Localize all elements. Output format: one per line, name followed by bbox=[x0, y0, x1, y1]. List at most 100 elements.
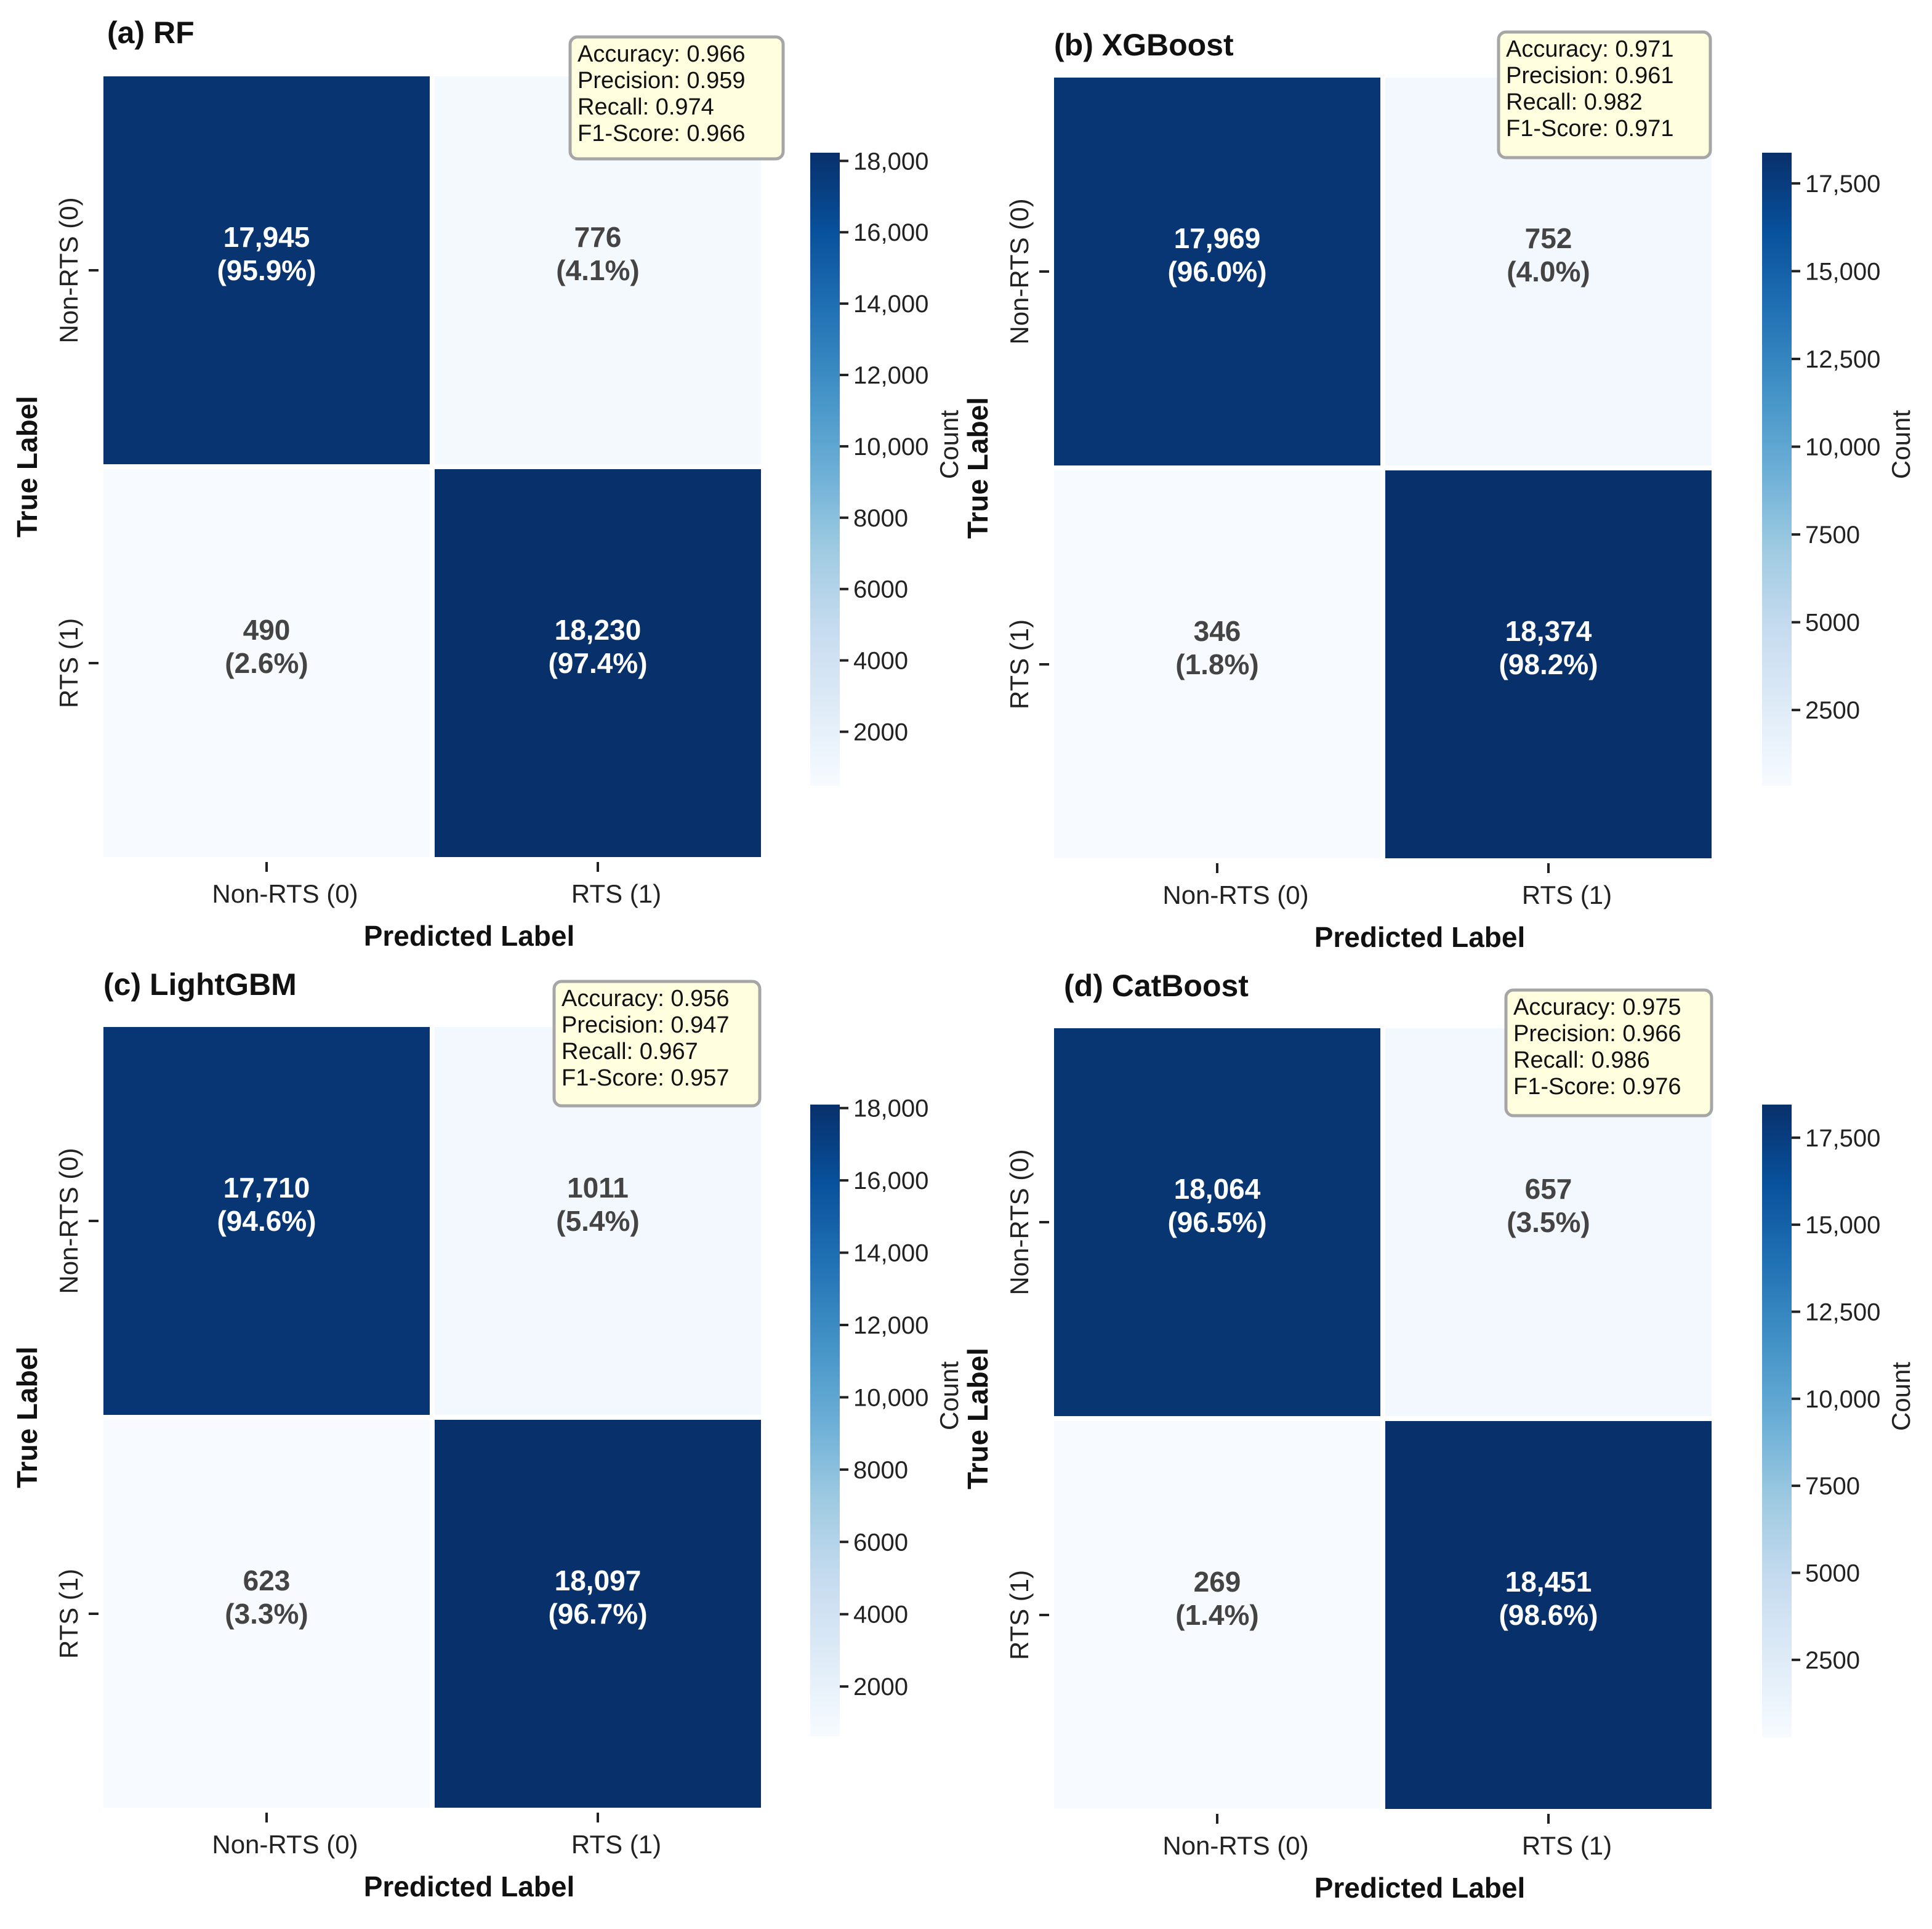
panel-3-metrics-box bbox=[552, 980, 762, 1108]
panel-2-cell-count-r1-c1: 18,374 bbox=[1505, 615, 1592, 647]
panel-1-metric-1: Precision: 0.959 bbox=[578, 68, 746, 94]
panel-1-colorbar-tick-label-6: 14,000 bbox=[853, 291, 928, 318]
panel-3-colorbar-title: Count bbox=[935, 1361, 964, 1430]
panel-3-cell-percent-r0-c1: (5.4%) bbox=[556, 1205, 639, 1237]
panel-2-cell-count-r1-c0: 346 bbox=[1194, 615, 1241, 647]
panel-4-cell-count-r1-c1: 18,451 bbox=[1505, 1566, 1592, 1598]
panel-1-colorbar-tick-label-0: 2000 bbox=[853, 719, 908, 746]
panel-1-y-tick-label-0: Non-RTS (0) bbox=[54, 197, 83, 343]
panel-1-cell-count-r0-c1: 776 bbox=[574, 221, 622, 253]
panel-4-y-axis-title: True Label bbox=[962, 1348, 994, 1489]
panel-3-cell-count-r0-c1: 1011 bbox=[567, 1172, 629, 1204]
panel-3-cell-percent-r0-c0: (94.6%) bbox=[217, 1205, 316, 1237]
panel-3-x-axis-title: Predicted Label bbox=[364, 1871, 575, 1903]
panel-4-y-tick-label-1: RTS (1) bbox=[1005, 1570, 1034, 1660]
panel-2-x-tick-label-1: RTS (1) bbox=[1522, 880, 1612, 909]
panel-3-cell-r1-c1 bbox=[435, 1420, 761, 1808]
panel-2-colorbar bbox=[1762, 153, 1792, 786]
panel-2-x-tick-label-0: Non-RTS (0) bbox=[1162, 880, 1308, 909]
panel-1-cell-count-r1-c1: 18,230 bbox=[555, 614, 642, 646]
panel-3-colorbar-tick-label-4: 10,000 bbox=[853, 1384, 928, 1411]
panel-1-cell-percent-r0-c0: (95.9%) bbox=[217, 254, 316, 286]
panel-1-y-tick-label-1: RTS (1) bbox=[54, 618, 83, 708]
panel-2-colorbar-tick-label-2: 7500 bbox=[1805, 522, 1860, 549]
panel-2-colorbar-tick-label-5: 15,000 bbox=[1805, 258, 1880, 285]
panel-2-y-tick-label-0: Non-RTS (0) bbox=[1005, 198, 1034, 344]
panel-3-y-axis-title: True Label bbox=[11, 1347, 43, 1488]
panel-1-cell-r0-c0 bbox=[103, 76, 430, 464]
panel-4-metric-1: Precision: 0.966 bbox=[1513, 1021, 1681, 1047]
panel-4-cell-r1-c0 bbox=[1054, 1421, 1380, 1809]
panel-3-cell-percent-r1-c1: (96.7%) bbox=[548, 1598, 647, 1630]
panel-1-colorbar-tick-label-8: 18,000 bbox=[853, 148, 928, 175]
panel-2-y-tick-label-1: RTS (1) bbox=[1005, 619, 1034, 709]
panel-4-colorbar bbox=[1762, 1105, 1792, 1738]
panel-3-metric-3: F1-Score: 0.957 bbox=[561, 1065, 729, 1091]
panel-2-cell-r1-c1 bbox=[1385, 470, 1712, 858]
panel-2-cell-percent-r1-c1: (98.2%) bbox=[1499, 648, 1598, 680]
panel-1-cell-count-r0-c0: 17,945 bbox=[223, 221, 310, 253]
panel-1-colorbar bbox=[810, 153, 840, 786]
panel-1-cell-r1-c0 bbox=[103, 469, 430, 857]
panel-4-cell-r0-c0 bbox=[1054, 1028, 1380, 1416]
panel-3-colorbar-tick-label-8: 18,000 bbox=[853, 1095, 928, 1122]
panel-3-colorbar-tick-label-0: 2000 bbox=[853, 1673, 908, 1701]
panel-4-x-tick-label-0: Non-RTS (0) bbox=[1162, 1831, 1308, 1860]
panel-3-x-tick-label-0: Non-RTS (0) bbox=[212, 1830, 358, 1859]
panel-1-colorbar-tick-label-1: 4000 bbox=[853, 648, 908, 675]
panel-1-metrics-box bbox=[568, 35, 785, 161]
panel-1-colorbar-tick-label-5: 12,000 bbox=[853, 362, 928, 389]
panel-1-colorbar-tick-label-2: 6000 bbox=[853, 576, 908, 603]
panel-1-metric-0: Accuracy: 0.966 bbox=[578, 41, 745, 67]
panel-1-y-axis-title: True Label bbox=[11, 396, 43, 538]
panel-2-metric-1: Precision: 0.961 bbox=[1506, 63, 1674, 89]
panel-3-colorbar-tick-label-6: 14,000 bbox=[853, 1240, 928, 1267]
panel-3-cell-r1-c0 bbox=[103, 1420, 430, 1808]
panel-1-colorbar-tick-label-4: 10,000 bbox=[853, 433, 928, 461]
panel-3-metric-0: Accuracy: 0.956 bbox=[561, 986, 729, 1012]
panel-2-colorbar-tick-label-1: 5000 bbox=[1805, 610, 1860, 637]
panel-3-metric-2: Recall: 0.967 bbox=[561, 1039, 698, 1065]
panel-4-cell-r1-c1 bbox=[1385, 1421, 1712, 1809]
panel-1-colorbar-tick-label-3: 8000 bbox=[853, 505, 908, 532]
panel-3-cell-count-r0-c0: 17,710 bbox=[223, 1172, 310, 1204]
panel-4-cell-percent-r0-c1: (3.5%) bbox=[1507, 1206, 1590, 1238]
panel-2-cell-percent-r0-c0: (96.0%) bbox=[1167, 256, 1266, 288]
panel-4-colorbar-title: Count bbox=[1886, 1362, 1915, 1431]
panel-4-colorbar-tick-label-5: 15,000 bbox=[1805, 1212, 1880, 1239]
panel-2-metric-0: Accuracy: 0.971 bbox=[1506, 36, 1673, 62]
panel-2-cell-percent-r1-c0: (1.8%) bbox=[1175, 648, 1258, 680]
panel-4-metric-3: F1-Score: 0.976 bbox=[1513, 1074, 1681, 1100]
panel-1-cell-count-r1-c0: 490 bbox=[243, 614, 291, 646]
panel-3-x-tick-label-1: RTS (1) bbox=[571, 1830, 661, 1859]
panel-3-colorbar-tick-label-5: 12,000 bbox=[853, 1312, 928, 1339]
panel-4-metrics-box bbox=[1504, 988, 1713, 1118]
panel-1-title: (a) RF bbox=[107, 15, 195, 50]
panel-4-x-tick-label-1: RTS (1) bbox=[1522, 1831, 1612, 1860]
panel-2-cell-r1-c0 bbox=[1054, 470, 1380, 858]
panel-2-colorbar-tick-label-4: 12,500 bbox=[1805, 346, 1880, 373]
panel-2-cell-count-r0-c1: 752 bbox=[1525, 222, 1572, 254]
panel-4-colorbar-tick-label-0: 2500 bbox=[1805, 1647, 1860, 1674]
panel-3-cell-count-r1-c0: 623 bbox=[243, 1565, 291, 1597]
panel-3-colorbar-tick-label-1: 4000 bbox=[853, 1601, 908, 1629]
panel-4-y-tick-label-0: Non-RTS (0) bbox=[1005, 1149, 1034, 1295]
panel-4-title: (d) CatBoost bbox=[1064, 969, 1249, 1003]
panel-4-cell-count-r1-c0: 269 bbox=[1194, 1566, 1241, 1598]
panel-2-y-axis-title: True Label bbox=[962, 397, 994, 539]
panel-2-title: (b) XGBoost bbox=[1054, 28, 1234, 62]
panel-4-cell-count-r0-c0: 18,064 bbox=[1174, 1173, 1261, 1205]
panel-1-colorbar-title: Count bbox=[935, 410, 964, 479]
panel-3-cell-count-r1-c1: 18,097 bbox=[555, 1565, 642, 1597]
panel-4-colorbar-tick-label-2: 7500 bbox=[1805, 1473, 1860, 1500]
panel-3-y-tick-label-0: Non-RTS (0) bbox=[54, 1148, 83, 1294]
panel-3-colorbar-tick-label-3: 8000 bbox=[853, 1457, 908, 1484]
panel-1-x-axis-title: Predicted Label bbox=[364, 920, 575, 952]
panel-1-cell-percent-r0-c1: (4.1%) bbox=[556, 254, 639, 286]
panel-4-metric-2: Recall: 0.986 bbox=[1513, 1047, 1650, 1073]
panel-2-metric-3: F1-Score: 0.971 bbox=[1506, 116, 1673, 142]
panel-1-cell-percent-r1-c1: (97.4%) bbox=[548, 647, 647, 679]
panel-2-metrics-box bbox=[1497, 30, 1712, 159]
panel-1-metric-3: F1-Score: 0.966 bbox=[578, 121, 745, 147]
